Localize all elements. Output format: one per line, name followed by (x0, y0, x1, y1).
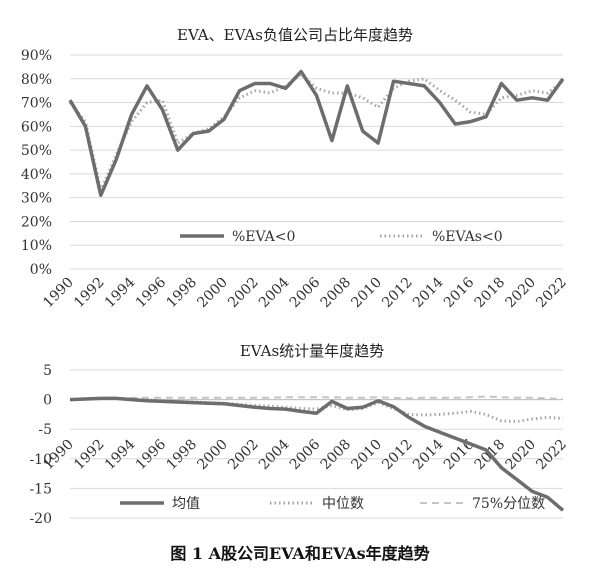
chart-1-title: EVA、EVAs负值公司占比年度趋势 (177, 26, 413, 44)
x-tick-label: 2018 (472, 275, 509, 312)
x-tick-label: 1994 (102, 274, 139, 311)
x-tick-label: 2000 (194, 437, 231, 474)
x-tick-label: 2002 (225, 437, 262, 474)
x-tick-label: 1998 (164, 437, 201, 474)
x-tick-label: 2022 (533, 437, 570, 474)
x-tick-label: 1994 (102, 436, 139, 473)
series-line-dotted (68, 72, 564, 192)
legend-label: %EVAs<0 (432, 229, 503, 245)
x-tick-label: 2014 (410, 274, 447, 311)
x-tick-label: 2008 (318, 275, 355, 312)
x-tick-label: 2008 (318, 437, 355, 474)
x-tick-label: 2016 (441, 274, 478, 311)
x-tick-label: 2006 (287, 274, 324, 311)
chart-1-percent-negative: 0%10%20%30%40%50%60%70%80%90%19901992199… (21, 48, 570, 311)
x-tick-label: 2020 (503, 275, 540, 312)
y-tick-label: 0% (30, 262, 52, 278)
y-tick-label: 60% (21, 119, 52, 135)
x-tick-label: 1992 (71, 437, 108, 474)
x-tick-label: 1996 (133, 274, 170, 311)
x-tick-label: 2014 (410, 436, 447, 473)
y-tick-label: -20 (29, 511, 52, 527)
figure-caption: 图 1 A股公司EVA和EVAs年度趋势 (170, 544, 430, 563)
y-tick-label: 50% (21, 143, 52, 159)
x-tick-label: 2006 (287, 436, 324, 473)
x-tick-label: 2000 (194, 275, 231, 312)
y-tick-label: 80% (21, 72, 52, 88)
x-tick-label: 2010 (348, 437, 385, 474)
charts-canvas: EVA、EVAs负值公司占比年度趋势 EVAs统计量年度趋势 0% 10% 20% 3… (21, 26, 570, 527)
x-tick-label: 1990 (40, 275, 77, 312)
y-tick-label: -10 (29, 452, 52, 468)
series-line-solid (68, 69, 565, 198)
legend-label: 中位数 (322, 496, 364, 512)
y-tick-label: 0 (43, 393, 52, 409)
x-tick-label: 2012 (379, 437, 416, 474)
legend-label: 均值 (172, 496, 200, 512)
y-tick-label: -5 (38, 422, 52, 438)
chart-2-evas-statistics: 50-5-10-15-20199019921994199619982000200… (29, 363, 569, 527)
x-tick-label: 2012 (379, 275, 416, 312)
x-tick-label: 2004 (256, 274, 293, 311)
y-tick-label: 70% (21, 96, 52, 112)
x-tick-label: 2020 (503, 437, 540, 474)
y-tick-label: 5 (43, 363, 52, 379)
y-tick-label: 40% (21, 167, 52, 183)
x-tick-label: 2004 (256, 436, 293, 473)
series-line-dashed (69, 395, 564, 401)
x-tick-label: 2022 (533, 275, 570, 312)
legend-label: 75%分位数 (472, 496, 545, 512)
y-tick-label: 30% (21, 191, 52, 207)
series-line-solid (69, 396, 565, 512)
y-tick-label: 10% (21, 238, 52, 254)
x-tick-label: 1992 (71, 275, 108, 312)
y-tick-label: 20% (21, 214, 52, 230)
x-tick-label: 2016 (441, 436, 478, 473)
x-tick-label: 2002 (225, 275, 262, 312)
legend-label: %EVA<0 (232, 229, 295, 245)
x-tick-label: 1998 (164, 275, 201, 312)
chart-2-title: EVAs统计量年度趋势 (240, 342, 384, 360)
y-tick-label: -15 (29, 481, 52, 497)
x-tick-label: 1996 (133, 436, 170, 473)
x-tick-label: 2010 (348, 275, 385, 312)
y-tick-label: 90% (21, 48, 52, 64)
